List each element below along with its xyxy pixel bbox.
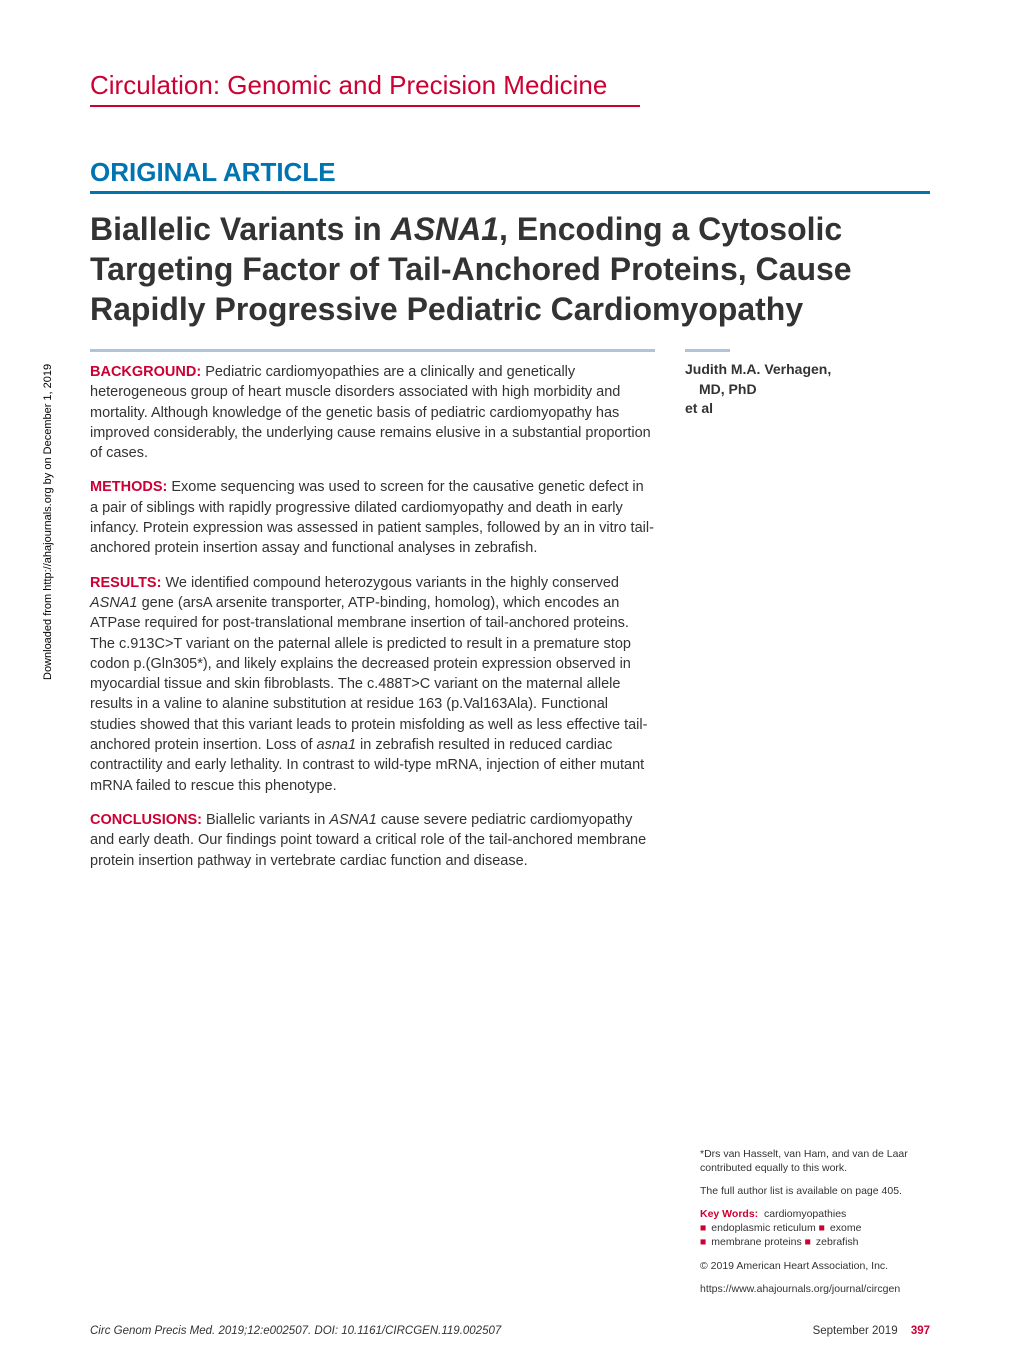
title-gene-name: ASNA1 <box>391 211 499 247</box>
bullet-icon: ■ <box>819 1222 825 1234</box>
copyright-notice: © 2019 American Heart Association, Inc. <box>700 1259 930 1273</box>
download-attribution: Downloaded from http://ahajournals.org b… <box>42 364 54 680</box>
results-gene2: asna1 <box>317 737 357 753</box>
keyword-3: exome <box>830 1222 862 1234</box>
abstract-methods: METHODS: Exome sequencing was used to sc… <box>90 477 655 558</box>
article-title: Biallelic Variants in ASNA1, Encoding a … <box>90 209 930 329</box>
journal-name: Circulation: Genomic and Precision Medic… <box>90 70 640 107</box>
author-top-rule <box>685 349 730 352</box>
bullet-icon: ■ <box>805 1236 811 1248</box>
page-number: 397 <box>911 1325 930 1337</box>
author-block: Judith M.A. Verhagen, MD, PhD et al <box>685 360 915 419</box>
footer-journal: Circ Genom Precis Med. <box>90 1325 215 1337</box>
author-fullname: Judith M.A. Verhagen, <box>685 361 831 377</box>
footer-date: September 2019 <box>813 1325 898 1337</box>
background-label: BACKGROUND: <box>90 364 201 380</box>
contribution-note: *Drs van Hasselt, van Ham, and van de La… <box>700 1147 930 1175</box>
side-notes: *Drs van Hasselt, van Ham, and van de La… <box>700 1147 930 1305</box>
results-text2: gene (arsA arsenite transporter, ATP-bin… <box>90 595 647 753</box>
footer-right: September 2019 397 <box>813 1325 930 1337</box>
journal-url: https://www.ahajournals.org/journal/circ… <box>700 1282 930 1296</box>
bullet-icon: ■ <box>700 1236 706 1248</box>
keyword-5: zebrafish <box>816 1236 859 1248</box>
results-gene1: ASNA1 <box>90 595 138 611</box>
keyword-1: cardiomyopathies <box>764 1208 846 1220</box>
keyword-4: membrane proteins <box>711 1236 801 1248</box>
footer-citation: Circ Genom Precis Med. 2019;12:e002507. … <box>90 1325 501 1337</box>
abstract-results: RESULTS: We identified compound heterozy… <box>90 573 655 796</box>
results-label: RESULTS: <box>90 575 161 591</box>
bullet-icon: ■ <box>700 1222 706 1234</box>
abstract-column: BACKGROUND: Pediatric cardiomyopathies a… <box>90 349 655 885</box>
keywords-label: Key Words: <box>700 1208 758 1220</box>
author-list-note: The full author list is available on pag… <box>700 1184 930 1198</box>
author-etal: et al <box>685 400 713 416</box>
abstract-top-rule <box>90 349 655 352</box>
abstract-background: BACKGROUND: Pediatric cardiomyopathies a… <box>90 362 655 463</box>
conclusions-gene: ASNA1 <box>329 812 377 828</box>
footer-citation-text: 2019;12:e002507. DOI: 10.1161/CIRCGEN.11… <box>215 1325 501 1337</box>
author-column: Judith M.A. Verhagen, MD, PhD et al <box>685 349 915 885</box>
results-text1: We identified compound heterozygous vari… <box>161 575 619 591</box>
keywords-block: Key Words: cardiomyopathies ■ endoplasmi… <box>700 1207 930 1250</box>
title-part1: Biallelic Variants in <box>90 211 391 247</box>
keyword-2: endoplasmic reticulum <box>711 1222 815 1234</box>
conclusions-text1: Biallelic variants in <box>202 812 329 828</box>
page-footer: Circ Genom Precis Med. 2019;12:e002507. … <box>90 1325 930 1337</box>
methods-text: Exome sequencing was used to screen for … <box>90 479 654 556</box>
abstract-conclusions: CONCLUSIONS: Biallelic variants in ASNA1… <box>90 810 655 871</box>
conclusions-label: CONCLUSIONS: <box>90 812 202 828</box>
author-degree: MD, PhD <box>685 380 915 400</box>
methods-label: METHODS: <box>90 479 167 495</box>
article-type-label: ORIGINAL ARTICLE <box>90 157 930 194</box>
